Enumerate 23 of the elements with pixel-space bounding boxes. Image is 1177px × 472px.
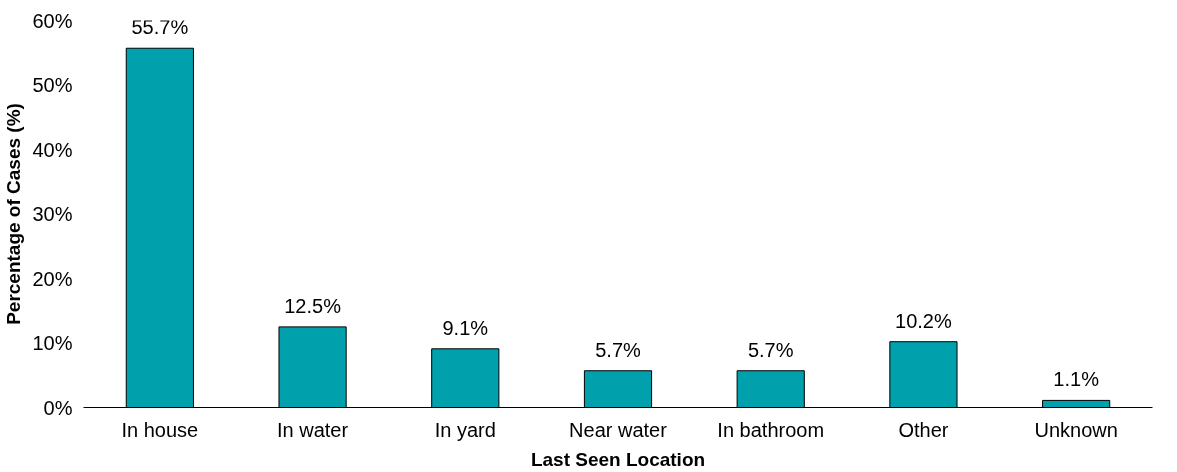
x-tick-label: Near water	[569, 418, 668, 441]
y-tick-label: 20%	[32, 267, 73, 290]
data-label: 10.2%	[895, 309, 952, 332]
x-tick-label: In house	[121, 418, 199, 441]
y-tick-label: 0%	[43, 396, 73, 419]
y-tick-label: 30%	[32, 203, 73, 225]
y-tick-label: 50%	[32, 74, 73, 96]
x-tick-label: Other	[898, 418, 949, 441]
x-axis-title: Last Seen Location	[530, 448, 706, 470]
data-label: 9.1%	[442, 316, 489, 339]
x-tick-label: In bathroom	[717, 418, 825, 441]
data-label: 55.7%	[131, 16, 189, 39]
x-tick-label: In water	[277, 418, 349, 441]
data-label: 12.5%	[284, 294, 342, 317]
data-label: 1.1%	[1053, 368, 1100, 391]
y-tick-label: 40%	[32, 138, 73, 161]
x-tick-label: In yard	[434, 418, 496, 441]
y-axis-title: Percentage of Cases (%)	[3, 103, 25, 325]
data-label: 5.7%	[747, 338, 794, 361]
y-tick-label: 10%	[32, 332, 73, 354]
x-tick-label: Unknown	[1034, 418, 1118, 441]
data-label: 5.7%	[595, 338, 642, 361]
y-tick-label: 60%	[32, 9, 73, 32]
